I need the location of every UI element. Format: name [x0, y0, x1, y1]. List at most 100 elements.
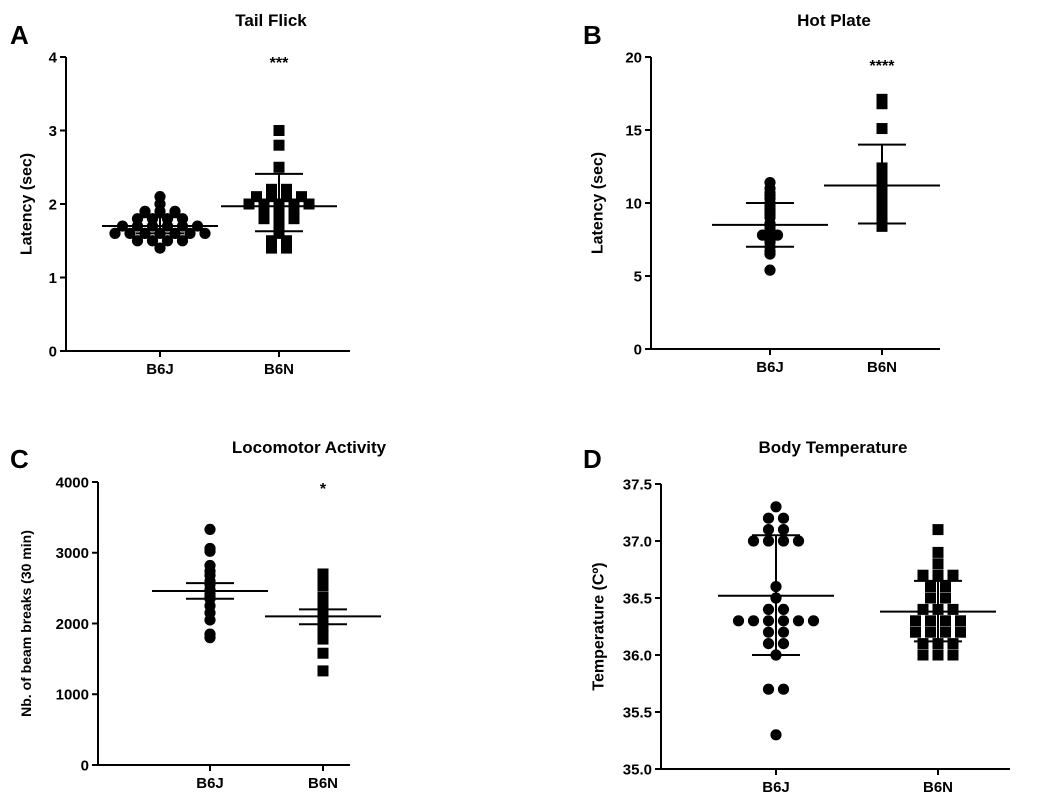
- y-tick-label: 2000: [56, 616, 89, 633]
- data-point: [281, 191, 292, 203]
- data-point: [317, 665, 329, 677]
- data-point: [176, 213, 189, 225]
- significance-marker: ***: [270, 55, 289, 72]
- data-point: [777, 603, 790, 616]
- series-b6j: [152, 523, 268, 644]
- data-point: [131, 235, 144, 247]
- significance-marker: *: [320, 481, 327, 498]
- data-point: [161, 213, 174, 225]
- data-point: [281, 183, 292, 195]
- data-point: [925, 626, 936, 638]
- y-tick-label: 37.5: [623, 476, 652, 493]
- chart-title: Hot Plate: [797, 11, 871, 30]
- data-point: [807, 615, 820, 627]
- data-point: [258, 205, 270, 217]
- data-point: [146, 235, 159, 247]
- data-point: [777, 683, 790, 695]
- y-tick-label: 0: [634, 341, 642, 358]
- x-category-label: B6J: [756, 359, 784, 376]
- y-tick-label: 35.5: [623, 704, 652, 721]
- data-point: [910, 626, 921, 638]
- data-point: [131, 213, 144, 225]
- data-point: [258, 213, 270, 225]
- data-point: [947, 649, 959, 661]
- data-point: [273, 227, 285, 239]
- y-tick-label: 3000: [56, 545, 89, 562]
- data-point: [161, 235, 174, 247]
- data-point: [777, 638, 790, 650]
- data-point: [947, 638, 959, 650]
- y-axis-label: Latency (sec): [590, 152, 607, 254]
- data-point: [762, 512, 775, 524]
- data-point: [204, 523, 216, 536]
- data-point: [792, 615, 805, 627]
- y-tick-label: 20: [625, 49, 642, 66]
- panel-letter: A: [10, 20, 29, 50]
- data-point: [777, 524, 790, 536]
- data-point: [266, 235, 277, 247]
- chart-panel-d: D Body Temperature Temperature (Cº) 35.0 35.…: [583, 438, 1010, 796]
- panel-letter: B: [583, 20, 602, 50]
- data-point: [317, 627, 329, 639]
- data-point: [917, 603, 929, 615]
- data-point: [940, 626, 951, 638]
- y-tick-label: 36.0: [623, 647, 652, 664]
- data-point: [917, 638, 929, 650]
- data-point: [303, 198, 315, 210]
- data-point: [747, 615, 760, 627]
- data-point: [876, 123, 888, 135]
- data-point: [266, 191, 277, 203]
- data-point: [266, 242, 277, 254]
- data-point: [876, 93, 888, 105]
- y-tick-label: 35.0: [623, 761, 652, 778]
- y-axis-label: Temperature (Cº): [591, 562, 608, 690]
- data-point: [296, 191, 307, 203]
- data-point: [955, 626, 966, 638]
- data-point: [910, 615, 921, 627]
- data-point: [317, 597, 329, 609]
- data-point: [917, 569, 929, 581]
- data-point: [288, 198, 300, 210]
- data-point: [258, 198, 270, 210]
- data-point: [124, 227, 136, 239]
- data-point: [204, 542, 216, 555]
- series-b6j: [712, 176, 828, 276]
- x-category-label: B6N: [923, 779, 953, 796]
- data-point: [762, 626, 775, 638]
- data-point: [139, 205, 151, 217]
- data-point: [762, 615, 775, 627]
- data-point: [940, 592, 951, 604]
- data-point: [273, 161, 285, 173]
- data-point: [176, 235, 189, 247]
- chart-title: Tail Flick: [235, 11, 307, 30]
- data-point: [925, 581, 936, 593]
- chart-panel-b: B Hot Plate Latency (sec) 0 5 10 15 20 B6J B6N ***…: [583, 11, 940, 376]
- y-tick-label: 5: [634, 268, 642, 285]
- data-point: [764, 176, 776, 189]
- x-category-label: B6J: [146, 361, 174, 378]
- data-point: [947, 603, 959, 615]
- chart-title: Body Temperature: [759, 438, 908, 457]
- y-tick-label: 10: [625, 195, 642, 212]
- x-category-label: B6N: [264, 361, 294, 378]
- y-axis-label: Latency (sec): [19, 153, 36, 255]
- chart-title: Locomotor Activity: [232, 438, 387, 457]
- y-tick-label: 4: [49, 49, 58, 66]
- data-point: [792, 535, 805, 547]
- data-point: [288, 213, 300, 225]
- data-point: [317, 591, 329, 603]
- data-point: [109, 227, 121, 239]
- data-point: [762, 535, 775, 547]
- data-point: [770, 501, 782, 513]
- x-category-label: B6N: [308, 775, 338, 792]
- data-point: [281, 242, 292, 254]
- data-point: [273, 125, 285, 136]
- y-tick-label: 0: [49, 343, 57, 360]
- series-b6n: [880, 524, 996, 661]
- data-point: [146, 213, 159, 225]
- data-point: [932, 569, 944, 581]
- data-point: [932, 524, 944, 536]
- data-point: [288, 205, 300, 217]
- data-point: [925, 592, 936, 604]
